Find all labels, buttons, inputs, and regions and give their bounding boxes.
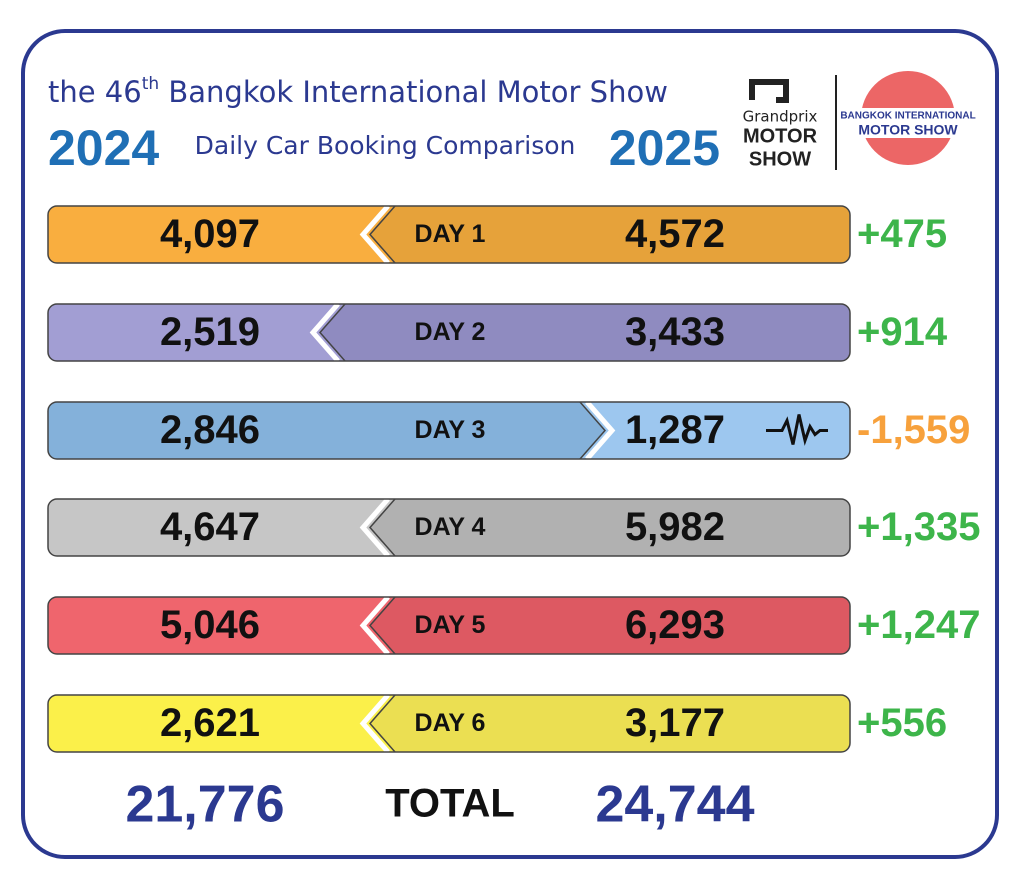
row bbox=[48, 402, 850, 459]
logo-text: Grandprix bbox=[743, 108, 818, 126]
value-2024: 2,519 bbox=[160, 310, 260, 354]
value-2025: 4,572 bbox=[625, 212, 725, 256]
chevron-edge bbox=[369, 206, 396, 263]
bar-left bbox=[48, 402, 605, 459]
value-2024: 5,046 bbox=[160, 603, 260, 647]
day-label: DAY 2 bbox=[415, 318, 486, 346]
rows: 4,097 DAY 1 4,572 +475 2,519 DAY 2 3,433 +914 2,… bbox=[47, 205, 980, 753]
year-right: 2025 bbox=[609, 120, 720, 176]
value-2025: 3,433 bbox=[625, 310, 725, 354]
day-label: DAY 1 bbox=[415, 220, 486, 248]
logo-text: MOTOR bbox=[743, 125, 818, 147]
chevron bbox=[359, 597, 390, 654]
bar-right bbox=[370, 206, 850, 263]
row bbox=[48, 304, 850, 361]
chevron-edge bbox=[579, 402, 606, 459]
bar-outline bbox=[47, 694, 851, 753]
pulse-icon bbox=[766, 414, 828, 446]
chevron bbox=[309, 304, 340, 361]
bar-right bbox=[370, 695, 850, 752]
logo-text: MOTOR SHOW bbox=[858, 122, 958, 138]
row bbox=[48, 206, 850, 263]
day-label: DAY 5 bbox=[415, 611, 486, 639]
logo-text: BANGKOK INTERNATIONAL bbox=[840, 111, 975, 122]
row bbox=[48, 597, 850, 654]
difference: -1,559 bbox=[857, 408, 970, 452]
total-label: TOTAL bbox=[385, 782, 515, 826]
title-part: Bangkok International Motor Show bbox=[159, 75, 668, 109]
chevron-edge bbox=[369, 695, 396, 752]
value-2025: 5,982 bbox=[625, 505, 725, 549]
bar-outline bbox=[47, 303, 851, 362]
value-2025: 6,293 bbox=[625, 603, 725, 647]
day-label: DAY 6 bbox=[415, 709, 486, 737]
difference: +475 bbox=[857, 212, 947, 256]
value-2024: 4,647 bbox=[160, 505, 260, 549]
bar-outline bbox=[47, 401, 851, 460]
difference: +556 bbox=[857, 701, 947, 745]
chevron-edge bbox=[369, 499, 396, 556]
logo-band bbox=[846, 108, 970, 138]
bar-right bbox=[370, 499, 850, 556]
bar-outline bbox=[47, 498, 851, 557]
title: the 46th Bangkok International Motor Sho… bbox=[48, 74, 668, 109]
value-2024: 2,621 bbox=[160, 701, 260, 745]
value-2024: 4,097 bbox=[160, 212, 260, 256]
chevron bbox=[359, 206, 390, 263]
bar-right bbox=[320, 304, 850, 361]
total-left: 21,776 bbox=[125, 776, 284, 834]
row bbox=[48, 499, 850, 556]
chevron-edge bbox=[369, 597, 396, 654]
difference: +1,247 bbox=[857, 603, 980, 647]
logo-mark bbox=[749, 79, 789, 103]
day-label: DAY 4 bbox=[415, 513, 486, 541]
year-left: 2024 bbox=[48, 120, 159, 176]
bar-outline bbox=[47, 596, 851, 655]
value-2025: 1,287 bbox=[625, 408, 725, 452]
title-part: the 46 bbox=[48, 75, 142, 109]
chevron bbox=[585, 402, 616, 459]
value-2025: 3,177 bbox=[625, 701, 725, 745]
subtitle: Daily Car Booking Comparison bbox=[195, 131, 576, 160]
chevron-edge bbox=[319, 304, 346, 361]
difference: +1,335 bbox=[857, 505, 980, 549]
chevron bbox=[359, 499, 390, 556]
title-sup: th bbox=[142, 74, 159, 94]
day-label: DAY 3 bbox=[415, 416, 486, 444]
bar-right bbox=[370, 597, 850, 654]
difference: +914 bbox=[857, 310, 948, 354]
row bbox=[48, 695, 850, 752]
value-2024: 2,846 bbox=[160, 408, 260, 452]
bar-outline bbox=[47, 205, 851, 264]
chevron bbox=[359, 695, 390, 752]
total-right: 24,744 bbox=[595, 776, 754, 834]
logo-text: SHOW bbox=[749, 148, 811, 170]
